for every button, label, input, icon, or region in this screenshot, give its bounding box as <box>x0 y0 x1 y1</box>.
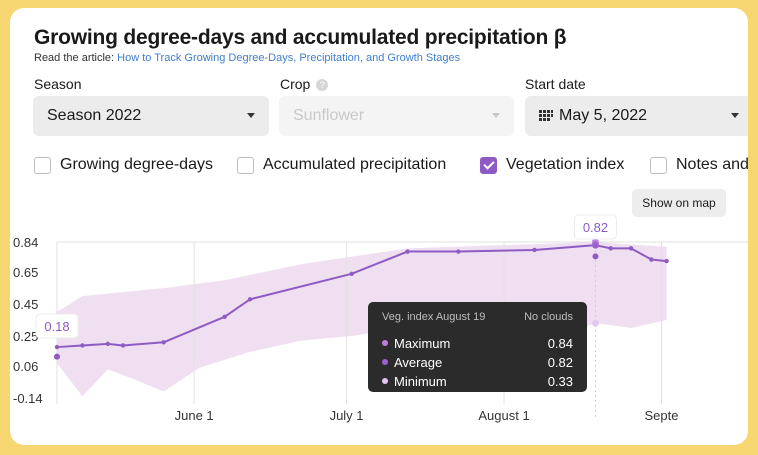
tooltip-clouds: No clouds <box>524 311 573 323</box>
checkbox[interactable] <box>650 156 667 174</box>
data-point <box>120 343 126 348</box>
x-tick-label: July 1 <box>330 408 364 423</box>
crop-label-group: Crop ? <box>280 76 329 92</box>
tooltip-row-maximum: Maximum 0.84 <box>382 334 573 352</box>
tooltip-label: Minimum <box>394 373 447 389</box>
toggle-accumulated-precipitation[interactable]: Accumulated precipitation <box>237 156 446 174</box>
chart-tooltip: Veg. index August 19 No clouds Maximum 0… <box>368 302 587 392</box>
data-point <box>608 246 613 251</box>
season-select[interactable]: Season 2022 <box>33 96 269 136</box>
data-label: 0.82 <box>583 220 608 235</box>
data-point <box>664 258 669 264</box>
start-date-value: May 5, 2022 <box>559 107 648 124</box>
checkbox-checked[interactable] <box>480 156 497 174</box>
toggle-label: Vegetation index <box>506 156 625 173</box>
toggle-label: Accumulated precipitation <box>263 156 447 173</box>
data-point <box>161 340 166 345</box>
y-tick-label: 0.45 <box>13 297 38 312</box>
x-tick-label: June 1 <box>175 408 214 423</box>
toggle-vegetation-index[interactable]: Vegetation index <box>480 156 624 174</box>
x-tick-label: August 1 <box>478 408 529 423</box>
data-point <box>80 343 85 348</box>
tooltip-label: Average <box>394 354 443 370</box>
season-value: Season 2022 <box>47 107 142 124</box>
toggle-notes[interactable]: Notes and <box>650 156 748 174</box>
data-point <box>628 246 634 251</box>
average-dot-icon <box>382 359 388 365</box>
tooltip-row-average: Average 0.82 <box>382 353 573 371</box>
toggle-label: Notes and <box>676 156 748 173</box>
article-line: Read the article: How to Track Growing D… <box>34 52 460 64</box>
y-tick-label: 0.25 <box>13 329 38 344</box>
article-link[interactable]: How to Track Growing Degree-Days, Precip… <box>117 52 461 64</box>
hover-avg-marker <box>591 241 599 249</box>
data-point <box>456 249 461 254</box>
toggle-label: Growing degree-days <box>60 156 213 173</box>
checkbox[interactable] <box>237 156 254 174</box>
crop-label: Crop <box>280 76 311 92</box>
data-point <box>532 247 537 253</box>
tooltip-value: 0.84 <box>547 335 573 351</box>
data-label-box <box>35 313 79 339</box>
y-tick-label: 0.06 <box>13 359 38 374</box>
read-article-prefix: Read the article: <box>34 52 118 64</box>
chevron-down-icon <box>247 113 255 118</box>
tooltip-value: 0.82 <box>547 354 573 370</box>
data-point <box>105 341 111 347</box>
crop-value: Sunflower <box>293 107 365 124</box>
data-point <box>649 257 654 262</box>
x-tick-label: Septe <box>645 408 679 423</box>
y-tick-label: 0.84 <box>13 235 38 250</box>
vegetation-index-line <box>56 244 667 349</box>
tooltip-date: Veg. index August 19 <box>382 311 486 323</box>
tooltip-label: Maximum <box>394 335 451 351</box>
maximum-dot-icon <box>382 340 388 346</box>
calendar-icon <box>539 110 553 121</box>
hover-min-marker <box>591 319 599 327</box>
start-low-point <box>54 353 60 360</box>
start-date-label: Start date <box>525 76 586 92</box>
show-on-map-button[interactable]: Show on map <box>632 189 726 217</box>
chevron-down-icon <box>492 113 500 118</box>
minimum-dot-icon <box>382 378 388 384</box>
data-point <box>247 297 253 302</box>
checkbox[interactable] <box>34 156 51 174</box>
chart-card: Growing degree-days and accumulated prec… <box>10 8 748 445</box>
data-point <box>222 314 227 320</box>
tooltip-value: 0.33 <box>547 373 573 389</box>
crop-select[interactable]: Sunflower <box>279 96 514 136</box>
toggle-growing-degree-days[interactable]: Growing degree-days <box>34 156 213 174</box>
data-point <box>54 344 60 350</box>
index-range-band <box>57 242 667 397</box>
hover-extra-marker <box>592 253 599 260</box>
season-label: Season <box>34 76 82 92</box>
data-point <box>405 249 410 254</box>
data-label: 0.18 <box>44 319 69 334</box>
start-date-select[interactable]: May 5, 2022 <box>525 96 748 136</box>
y-tick-label: -0.14 <box>13 391 43 406</box>
data-label-box <box>573 214 617 240</box>
help-icon[interactable]: ? <box>316 79 329 91</box>
y-tick-label: 0.65 <box>13 265 38 280</box>
tooltip-row-minimum: Minimum 0.33 <box>382 372 573 390</box>
data-point <box>349 271 354 277</box>
vegetation-index-chart[interactable]: 0.84 0.65 0.45 0.25 0.06 -0.14 June 1 July 1 Aug… <box>10 8 748 445</box>
page-title: Growing degree-days and accumulated prec… <box>34 26 567 49</box>
chevron-down-icon <box>731 113 739 118</box>
